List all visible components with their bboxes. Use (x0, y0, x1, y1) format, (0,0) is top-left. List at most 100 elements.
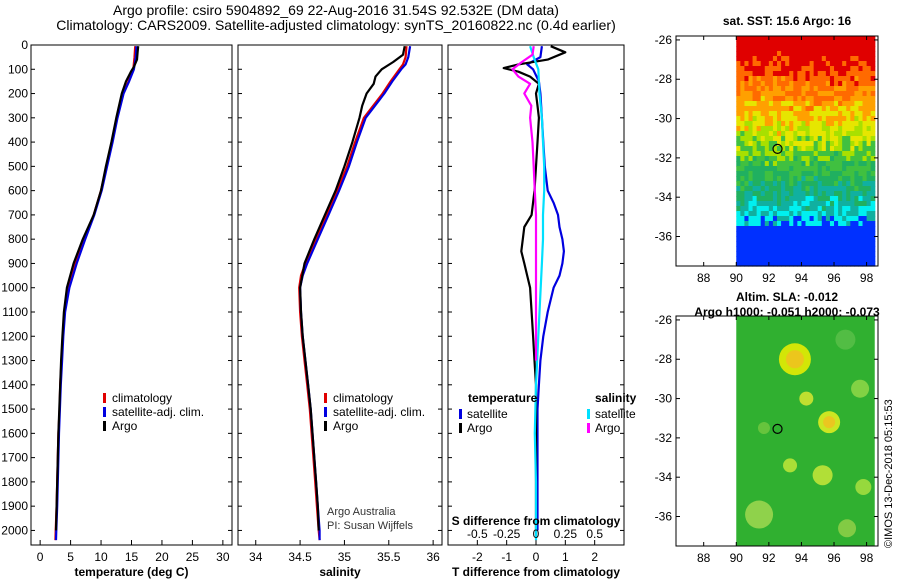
sst-cell (789, 201, 794, 207)
sst-cell (736, 261, 741, 267)
sst-cell (764, 236, 770, 242)
sst-cell (846, 186, 851, 192)
sst-cell (834, 91, 839, 97)
sst-cell (760, 71, 766, 77)
sst-cell (781, 246, 786, 252)
sst-cell (793, 221, 798, 227)
sst-cell (813, 131, 819, 137)
sst-cell (793, 196, 798, 202)
sst-cell (838, 186, 843, 192)
sla-anomaly (838, 519, 857, 538)
sst-cell (821, 256, 827, 262)
sst-cell (834, 101, 839, 107)
sst-cell (821, 201, 827, 207)
sst-cell (748, 221, 754, 227)
sla-anomaly (783, 458, 798, 473)
sst-cell (744, 241, 750, 247)
sst-cell (805, 251, 811, 257)
sst-cell (809, 246, 815, 252)
sst-cell (858, 136, 864, 142)
sst-cell (829, 226, 835, 232)
sst-cell (740, 156, 746, 162)
sst-cell (809, 126, 815, 132)
sst-cell (842, 161, 847, 167)
sst-cell (785, 221, 790, 227)
sst-cell (748, 61, 754, 67)
sst-cell (805, 206, 811, 212)
sst-cell (740, 226, 746, 232)
sst-cell (736, 101, 741, 107)
sst-cell (809, 101, 815, 107)
sst-cell (781, 136, 786, 142)
sst-cell (756, 76, 762, 82)
sst-cell (838, 196, 843, 202)
sst-cell (838, 116, 843, 122)
sst-cell (744, 176, 750, 182)
sst-cell (736, 151, 741, 157)
sst-cell (752, 196, 758, 202)
sst-cell (801, 141, 807, 147)
sst-cell (858, 261, 864, 267)
sst-cell (756, 161, 762, 167)
sla-anomaly (799, 391, 814, 406)
sst-cell (825, 76, 831, 82)
sst-cell (736, 231, 741, 237)
sst-cell (846, 181, 851, 187)
sst-cell (777, 226, 782, 232)
sst-cell (866, 136, 872, 142)
sst-cell (866, 151, 872, 157)
sst-cell (838, 121, 843, 127)
sst-cell (842, 196, 847, 202)
sst-cell (838, 71, 843, 77)
sst-cell (854, 131, 860, 137)
sst-cell (789, 156, 794, 162)
sst-cell (748, 186, 754, 192)
legend-label: climatology (333, 391, 393, 405)
sst-cell (777, 211, 782, 217)
sst-cell (744, 86, 750, 92)
sst-cell (805, 241, 811, 247)
sst-cell (760, 56, 766, 62)
sst-cell (768, 56, 774, 62)
sst-cell (850, 91, 855, 97)
sst-cell (777, 36, 782, 42)
sst-cell (785, 196, 790, 202)
sst-cell (821, 226, 827, 232)
sst-cell (813, 191, 819, 197)
sla-anomaly (835, 329, 856, 350)
sst-cell (760, 156, 766, 162)
sst-cell (772, 251, 778, 257)
sst-cell (744, 66, 750, 72)
sst-cell (748, 216, 754, 222)
sst-cell (748, 121, 754, 127)
sst-cell (752, 116, 758, 122)
x-tick-label: -2 (472, 550, 483, 564)
sst-cell (781, 111, 786, 117)
sst-cell (821, 186, 827, 192)
sst-cell (736, 116, 741, 122)
sst-cell (825, 71, 831, 77)
sst-cell (748, 256, 754, 262)
sst-cell (834, 241, 839, 247)
sst-cell (838, 171, 843, 177)
sst-cell (817, 201, 823, 207)
sst-cell (854, 156, 860, 162)
sst-cell (821, 156, 827, 162)
sst-cell (813, 61, 819, 67)
sst-cell (768, 161, 774, 167)
sst-cell (846, 66, 851, 72)
sst-cell (862, 146, 868, 152)
sst-cell (736, 156, 741, 162)
sst-cell (817, 166, 823, 172)
sst-cell (744, 131, 750, 137)
sst-cell (764, 161, 770, 167)
sst-cell (793, 36, 798, 42)
sst-cell (777, 191, 782, 197)
sst-cell (744, 106, 750, 112)
sst-cell (846, 206, 851, 212)
sst-cell (866, 261, 872, 267)
sst-cell (801, 186, 807, 192)
sst-cell (797, 76, 803, 82)
sst-cell (760, 41, 766, 47)
sst-cell (736, 221, 741, 227)
